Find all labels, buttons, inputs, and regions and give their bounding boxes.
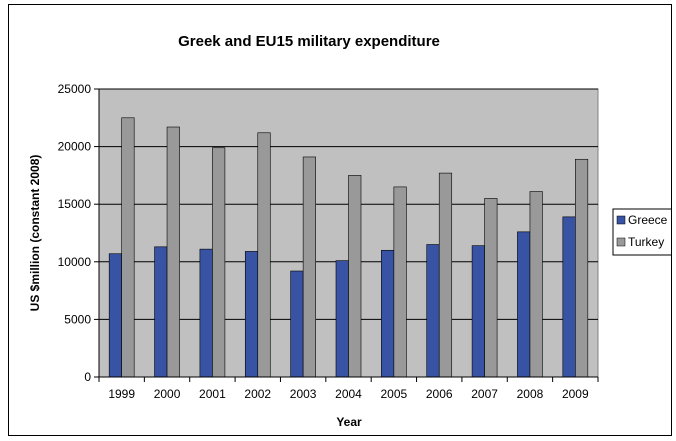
bar-turkey-2009 — [575, 158, 589, 378]
axes — [94, 88, 599, 382]
x-tick-label: 1999 — [108, 387, 135, 401]
bar-turkey-2003 — [302, 156, 316, 378]
bar-greece-2007 — [471, 245, 485, 378]
x-tick-label: 2009 — [562, 387, 589, 401]
x-tick-label: 2007 — [471, 387, 498, 401]
bar-turkey-2006 — [438, 172, 453, 378]
bar-greece-2009 — [562, 216, 576, 378]
bar-turkey-2007 — [484, 198, 498, 378]
y-tick-label: 20000 — [58, 140, 92, 154]
bar-turkey-2002 — [257, 132, 271, 378]
bar-greece-2003 — [290, 270, 304, 378]
bar-greece-2002 — [244, 251, 259, 378]
x-tick-label: 2001 — [199, 387, 226, 401]
bar-turkey-2005 — [393, 186, 407, 378]
x-tick-label: 2000 — [154, 387, 181, 401]
y-axis-title: US $million (constant 2008) — [28, 155, 42, 312]
legend-swatch-greece — [616, 215, 626, 225]
legend: Greece Turkey — [612, 208, 671, 256]
x-tick-label: 2004 — [335, 387, 362, 401]
chart-frame: Greek and EU15 military expenditure 0 500… — [8, 4, 672, 436]
bars — [108, 117, 589, 378]
bar-turkey-2004 — [348, 175, 362, 378]
legend-label-turkey: Turkey — [628, 235, 664, 249]
bar-turkey-1999 — [121, 117, 135, 378]
y-tick-label: 0 — [84, 370, 91, 384]
legend-swatch-turkey — [616, 237, 626, 247]
x-tick-label: 2008 — [517, 387, 544, 401]
x-tick-label: 2002 — [244, 387, 271, 401]
x-tick-label: 2003 — [290, 387, 317, 401]
bar-greece-2000 — [154, 246, 168, 378]
y-tick-label: 15000 — [58, 197, 92, 211]
legend-label-greece: Greece — [628, 213, 668, 227]
bar-greece-2004 — [335, 260, 349, 378]
x-tick-labels: 1999 2000 2001 2002 2003 2004 2005 2006 2007 2008… — [108, 387, 589, 401]
bar-turkey-2000 — [166, 126, 180, 378]
bar-turkey-2001 — [212, 147, 226, 378]
bar-greece-1999 — [108, 253, 122, 378]
bar-greece-2008 — [517, 231, 531, 378]
y-tick-label: 10000 — [58, 255, 92, 269]
y-tick-label: 25000 — [58, 82, 92, 96]
chart-title: Greek and EU15 military expenditure — [178, 33, 440, 50]
x-tick-label: 2005 — [381, 387, 408, 401]
bar-greece-2006 — [426, 244, 440, 378]
x-tick-label: 2006 — [426, 387, 453, 401]
x-axis-title: Year — [336, 415, 362, 429]
bar-turkey-2008 — [529, 191, 543, 378]
y-tick-label: 5000 — [64, 312, 91, 326]
bar-greece-2005 — [381, 249, 395, 378]
bar-greece-2001 — [199, 248, 213, 378]
y-tick-labels: 0 5000 10000 15000 20000 25000 — [58, 82, 92, 384]
chart: Greek and EU15 military expenditure 0 500… — [28, 33, 671, 429]
